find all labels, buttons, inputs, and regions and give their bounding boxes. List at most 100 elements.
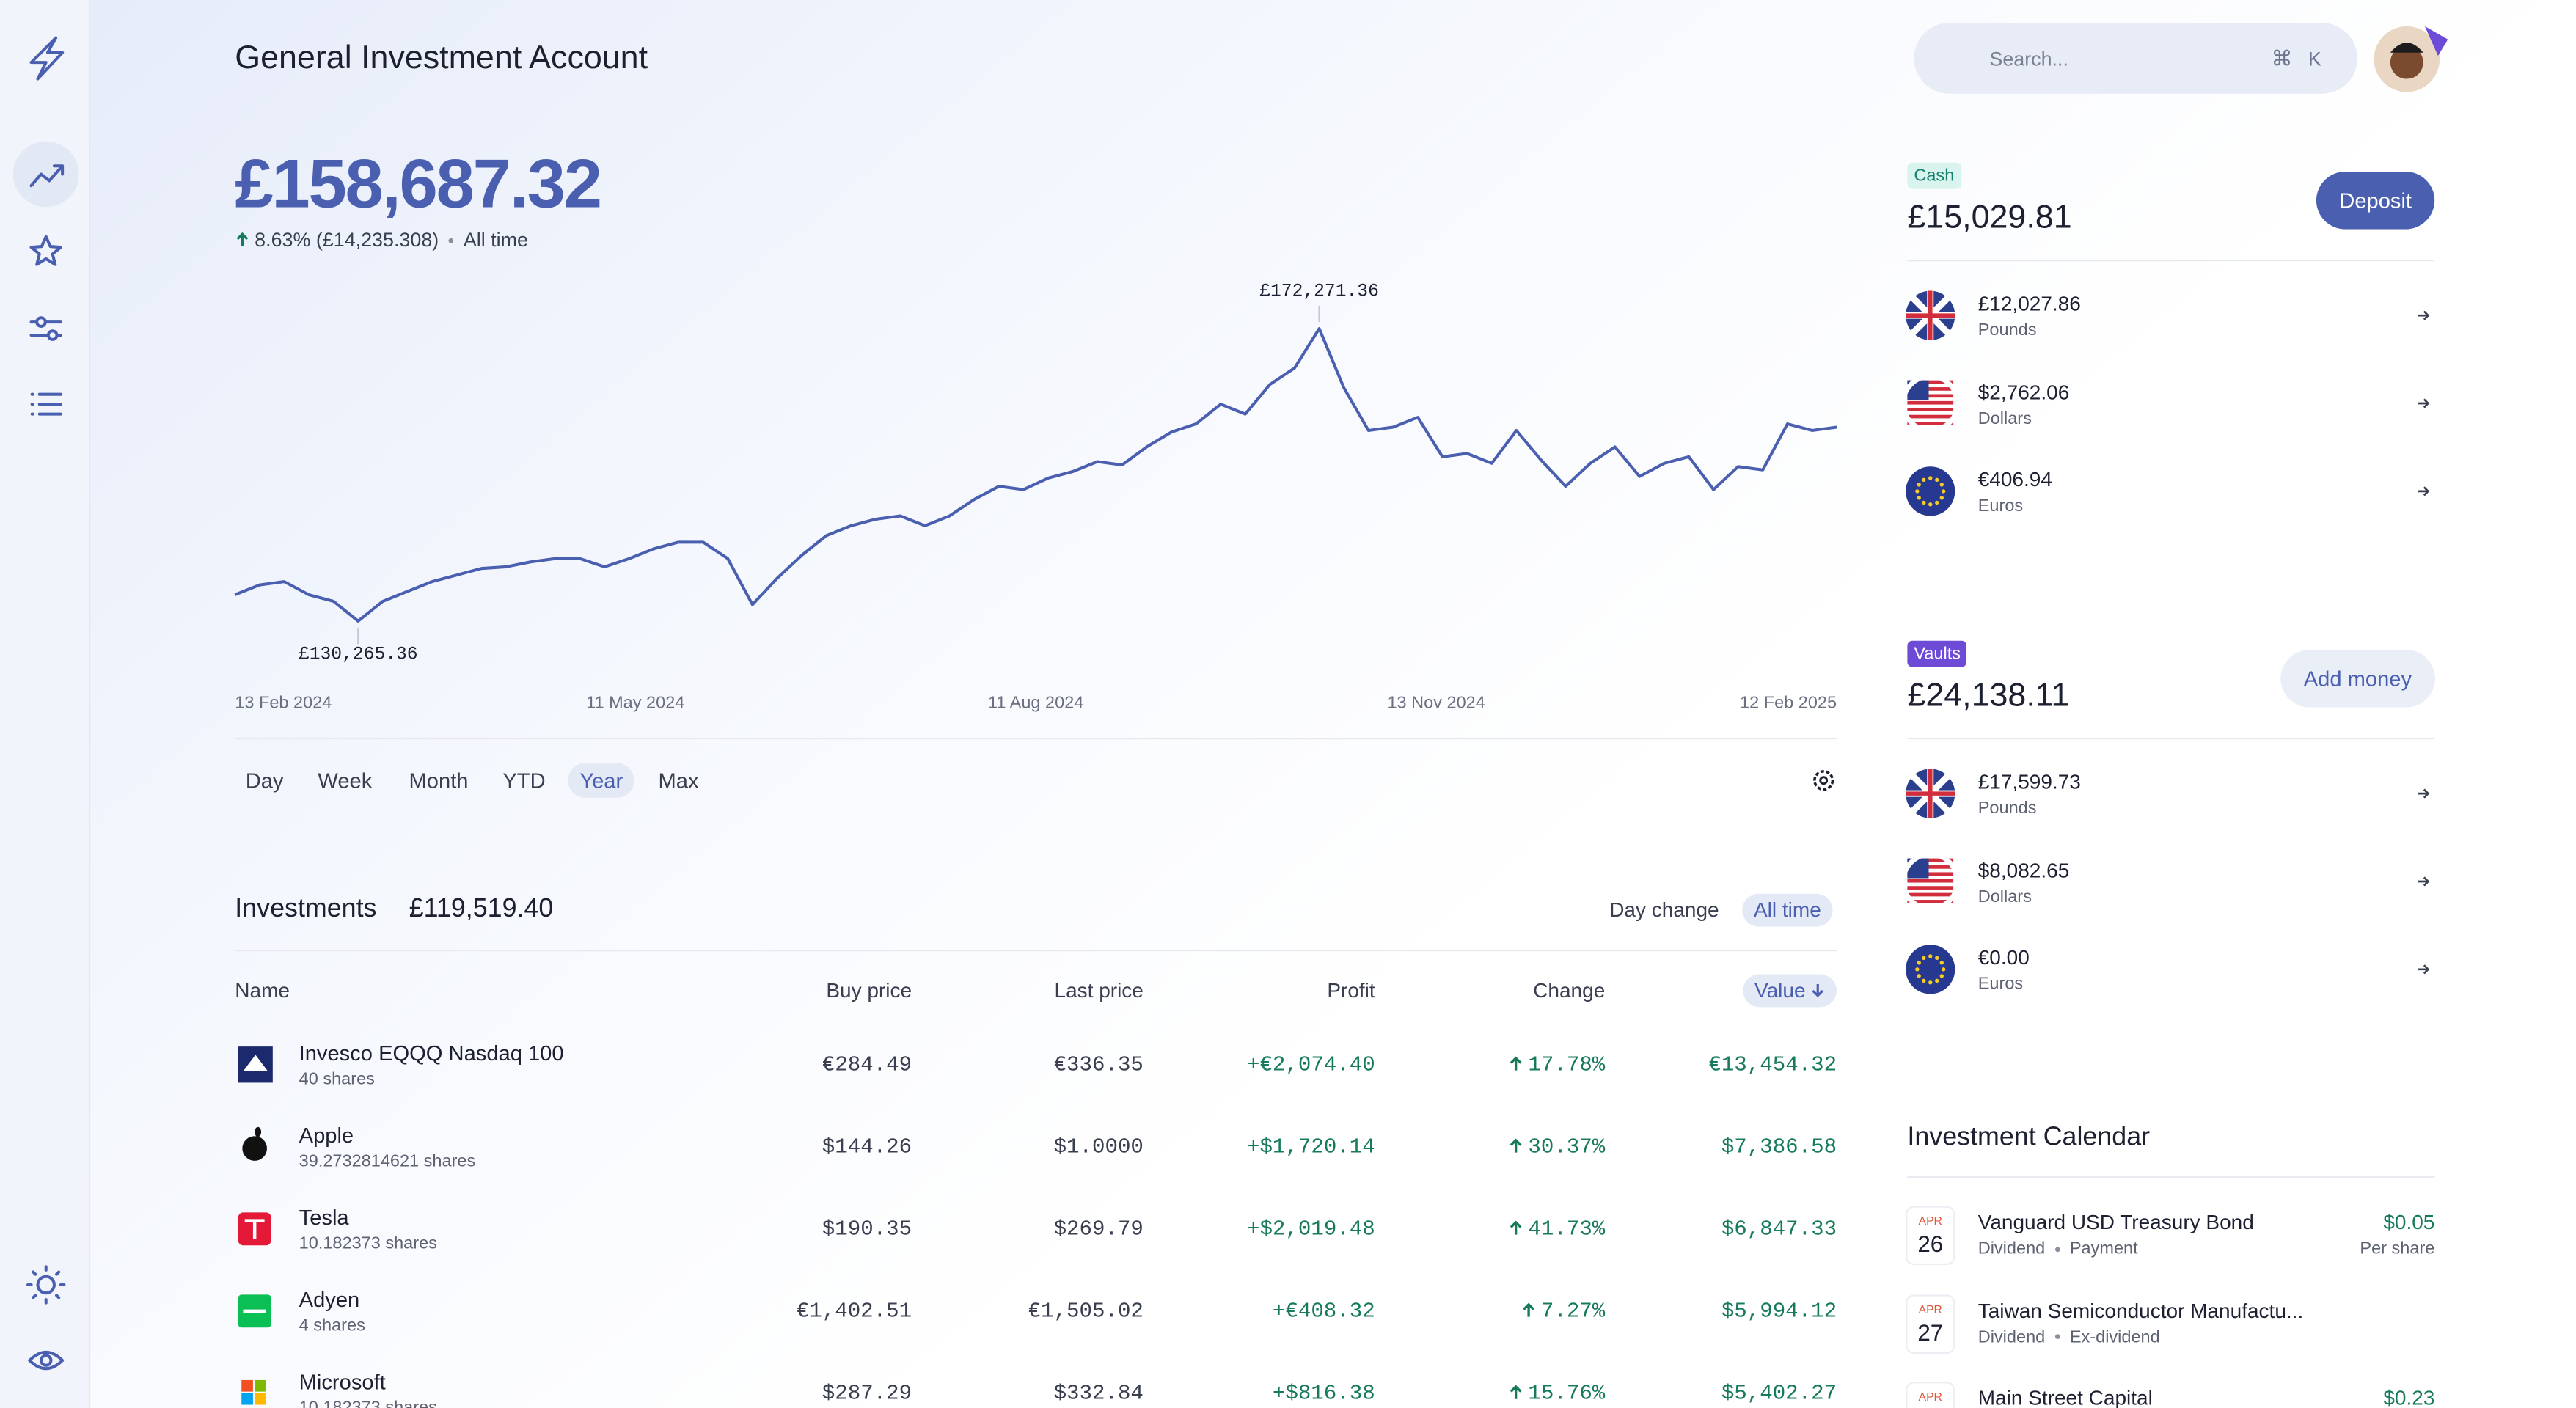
up-arrow	[1510, 1385, 1522, 1399]
up-arrow-shape	[1510, 1138, 1522, 1153]
flag-us-stripe	[1907, 900, 1954, 903]
last-cell: €1,505.02	[1028, 1299, 1144, 1324]
toggle[interactable]: All time	[1742, 893, 1833, 927]
last-cell: $269.79	[1053, 1217, 1144, 1242]
asset-name[interactable]: Invesco EQQQ Nasdaq 100	[299, 1041, 564, 1066]
section-amount: £24,138.11	[1907, 678, 2070, 714]
event-name[interactable]: Main Street Capital	[1977, 1386, 2153, 1408]
range-button[interactable]: Week	[318, 768, 373, 793]
x-axis-label: 13 Feb 2024	[235, 693, 332, 714]
search-box[interactable]	[1914, 23, 2358, 94]
event-name[interactable]: Vanguard USD Treasury Bond	[1977, 1211, 2254, 1234]
separator	[235, 737, 1837, 740]
up-arrow-shape	[1510, 1220, 1522, 1235]
flag-eu-star	[1917, 483, 1921, 487]
section-button[interactable]: Add money	[2280, 650, 2435, 708]
min-label: £130,265.36	[298, 645, 418, 666]
investments-total: £119,519.40	[409, 895, 554, 924]
item-arrow	[2418, 310, 2430, 320]
asset-shares: 40 shares	[299, 1069, 375, 1090]
sidebar-icons	[12, 36, 79, 1371]
item-amount[interactable]: €406.94	[1977, 468, 2052, 491]
asset-name[interactable]: Adyen	[299, 1287, 360, 1312]
separator	[1907, 259, 2435, 262]
range-button[interactable]: Month	[409, 768, 469, 793]
logo-invesco-mark	[243, 1055, 268, 1071]
change-value: 17.78%	[1528, 1052, 1606, 1077]
value-cell: $5,402.27	[1721, 1381, 1837, 1406]
flag-us-mask	[1900, 851, 1961, 912]
x-axis-label: 12 Feb 2025	[1740, 693, 1837, 714]
flag-us-stripe	[1907, 394, 1954, 398]
list-nav-icon[interactable]	[30, 392, 62, 416]
event-note: Per share	[2360, 1239, 2435, 1259]
column-header[interactable]: Value	[1743, 974, 1837, 1008]
search-placeholder[interactable]: Search...	[1989, 47, 2068, 71]
up-arrow	[1510, 1138, 1522, 1153]
range-button[interactable]: Year	[568, 763, 634, 798]
logo-apple-leaf	[255, 1126, 262, 1137]
up-arrow-shape	[1510, 1056, 1522, 1071]
change-cell: 15.76%	[1509, 1381, 1605, 1406]
range-button[interactable]: Day	[245, 768, 284, 793]
range-button[interactable]: YTD	[502, 768, 546, 793]
logo-icon[interactable]	[29, 36, 65, 81]
item-amount[interactable]: £12,027.86	[1977, 292, 2081, 316]
chart-nav-icon[interactable]	[29, 164, 65, 188]
section-amount: £15,029.81	[1907, 199, 2072, 236]
filters-knob	[35, 316, 47, 328]
asset-shares: 4 shares	[299, 1316, 365, 1336]
asset-shares: 10.182373 shares	[299, 1398, 437, 1408]
event-name[interactable]: Taiwan Semiconductor Manufactu...	[1977, 1299, 2304, 1322]
flag-eu-star	[1939, 496, 1944, 500]
section-button[interactable]: Deposit	[2316, 172, 2435, 230]
change-value: 30.37%	[1528, 1134, 1606, 1159]
event-tag: Payment	[2069, 1239, 2138, 1259]
favourites-nav-icon[interactable]	[29, 235, 62, 266]
flag-eu-star	[1917, 974, 1921, 978]
date-box	[1907, 1207, 1954, 1264]
column-header[interactable]: Change	[1533, 979, 1606, 1002]
range-button[interactable]: Max	[658, 768, 699, 793]
profit-cell: +$2,019.48	[1246, 1217, 1375, 1242]
up-arrow	[1510, 1220, 1522, 1235]
item-amount[interactable]: €0.00	[1977, 946, 2030, 969]
event-amount: $0.05	[2383, 1211, 2435, 1234]
buy-cell: $190.35	[822, 1217, 912, 1242]
toggle[interactable]: Day change	[1609, 898, 1719, 922]
avatar-badge	[2424, 26, 2448, 56]
last-cell: €336.35	[1053, 1052, 1144, 1077]
item-currency: Pounds	[1977, 798, 2037, 818]
flag-us-stripe	[1907, 886, 1954, 890]
separator	[235, 949, 1837, 952]
privacy-icon[interactable]	[28, 1350, 65, 1371]
asset-name[interactable]: Microsoft	[299, 1369, 386, 1394]
main-background	[88, 0, 2576, 1408]
asset-name[interactable]: Apple	[299, 1123, 354, 1148]
profit-cell: +$816.38	[1272, 1381, 1375, 1406]
sort-arrow	[1812, 983, 1824, 997]
item-amount[interactable]: $2,762.06	[1977, 380, 2070, 404]
flag-us-stripe	[1907, 858, 1954, 862]
item-amount[interactable]: £17,599.73	[1977, 770, 2081, 794]
event-month: APR	[1918, 1392, 1942, 1404]
column-header[interactable]: Last price	[1054, 979, 1144, 1002]
value-cell: $6,847.33	[1721, 1217, 1837, 1242]
column-header[interactable]: Buy price	[826, 979, 912, 1002]
item-amount[interactable]: $8,082.65	[1977, 858, 2070, 881]
flag-eu-star	[1922, 956, 1926, 961]
flag-us-mask	[1900, 373, 1961, 433]
theme-icon[interactable]	[36, 1275, 56, 1295]
flag-eu-star	[1928, 954, 1933, 958]
item-arrow	[2418, 486, 2430, 496]
shortcut-key: K	[2308, 47, 2321, 71]
column-header[interactable]: Profit	[1327, 979, 1375, 1002]
asset-name[interactable]: Tesla	[299, 1205, 349, 1230]
event-tags: Dividend Ex-dividend	[1978, 1327, 2160, 1346]
event-day: 27	[1917, 1318, 1944, 1345]
badge: Vaults	[1907, 640, 1967, 667]
event-month: APR	[1918, 1217, 1942, 1228]
flag-us-stripe	[1907, 408, 1954, 411]
flag-us-stripe	[1907, 380, 1954, 384]
item-currency: Euros	[1977, 496, 2024, 516]
